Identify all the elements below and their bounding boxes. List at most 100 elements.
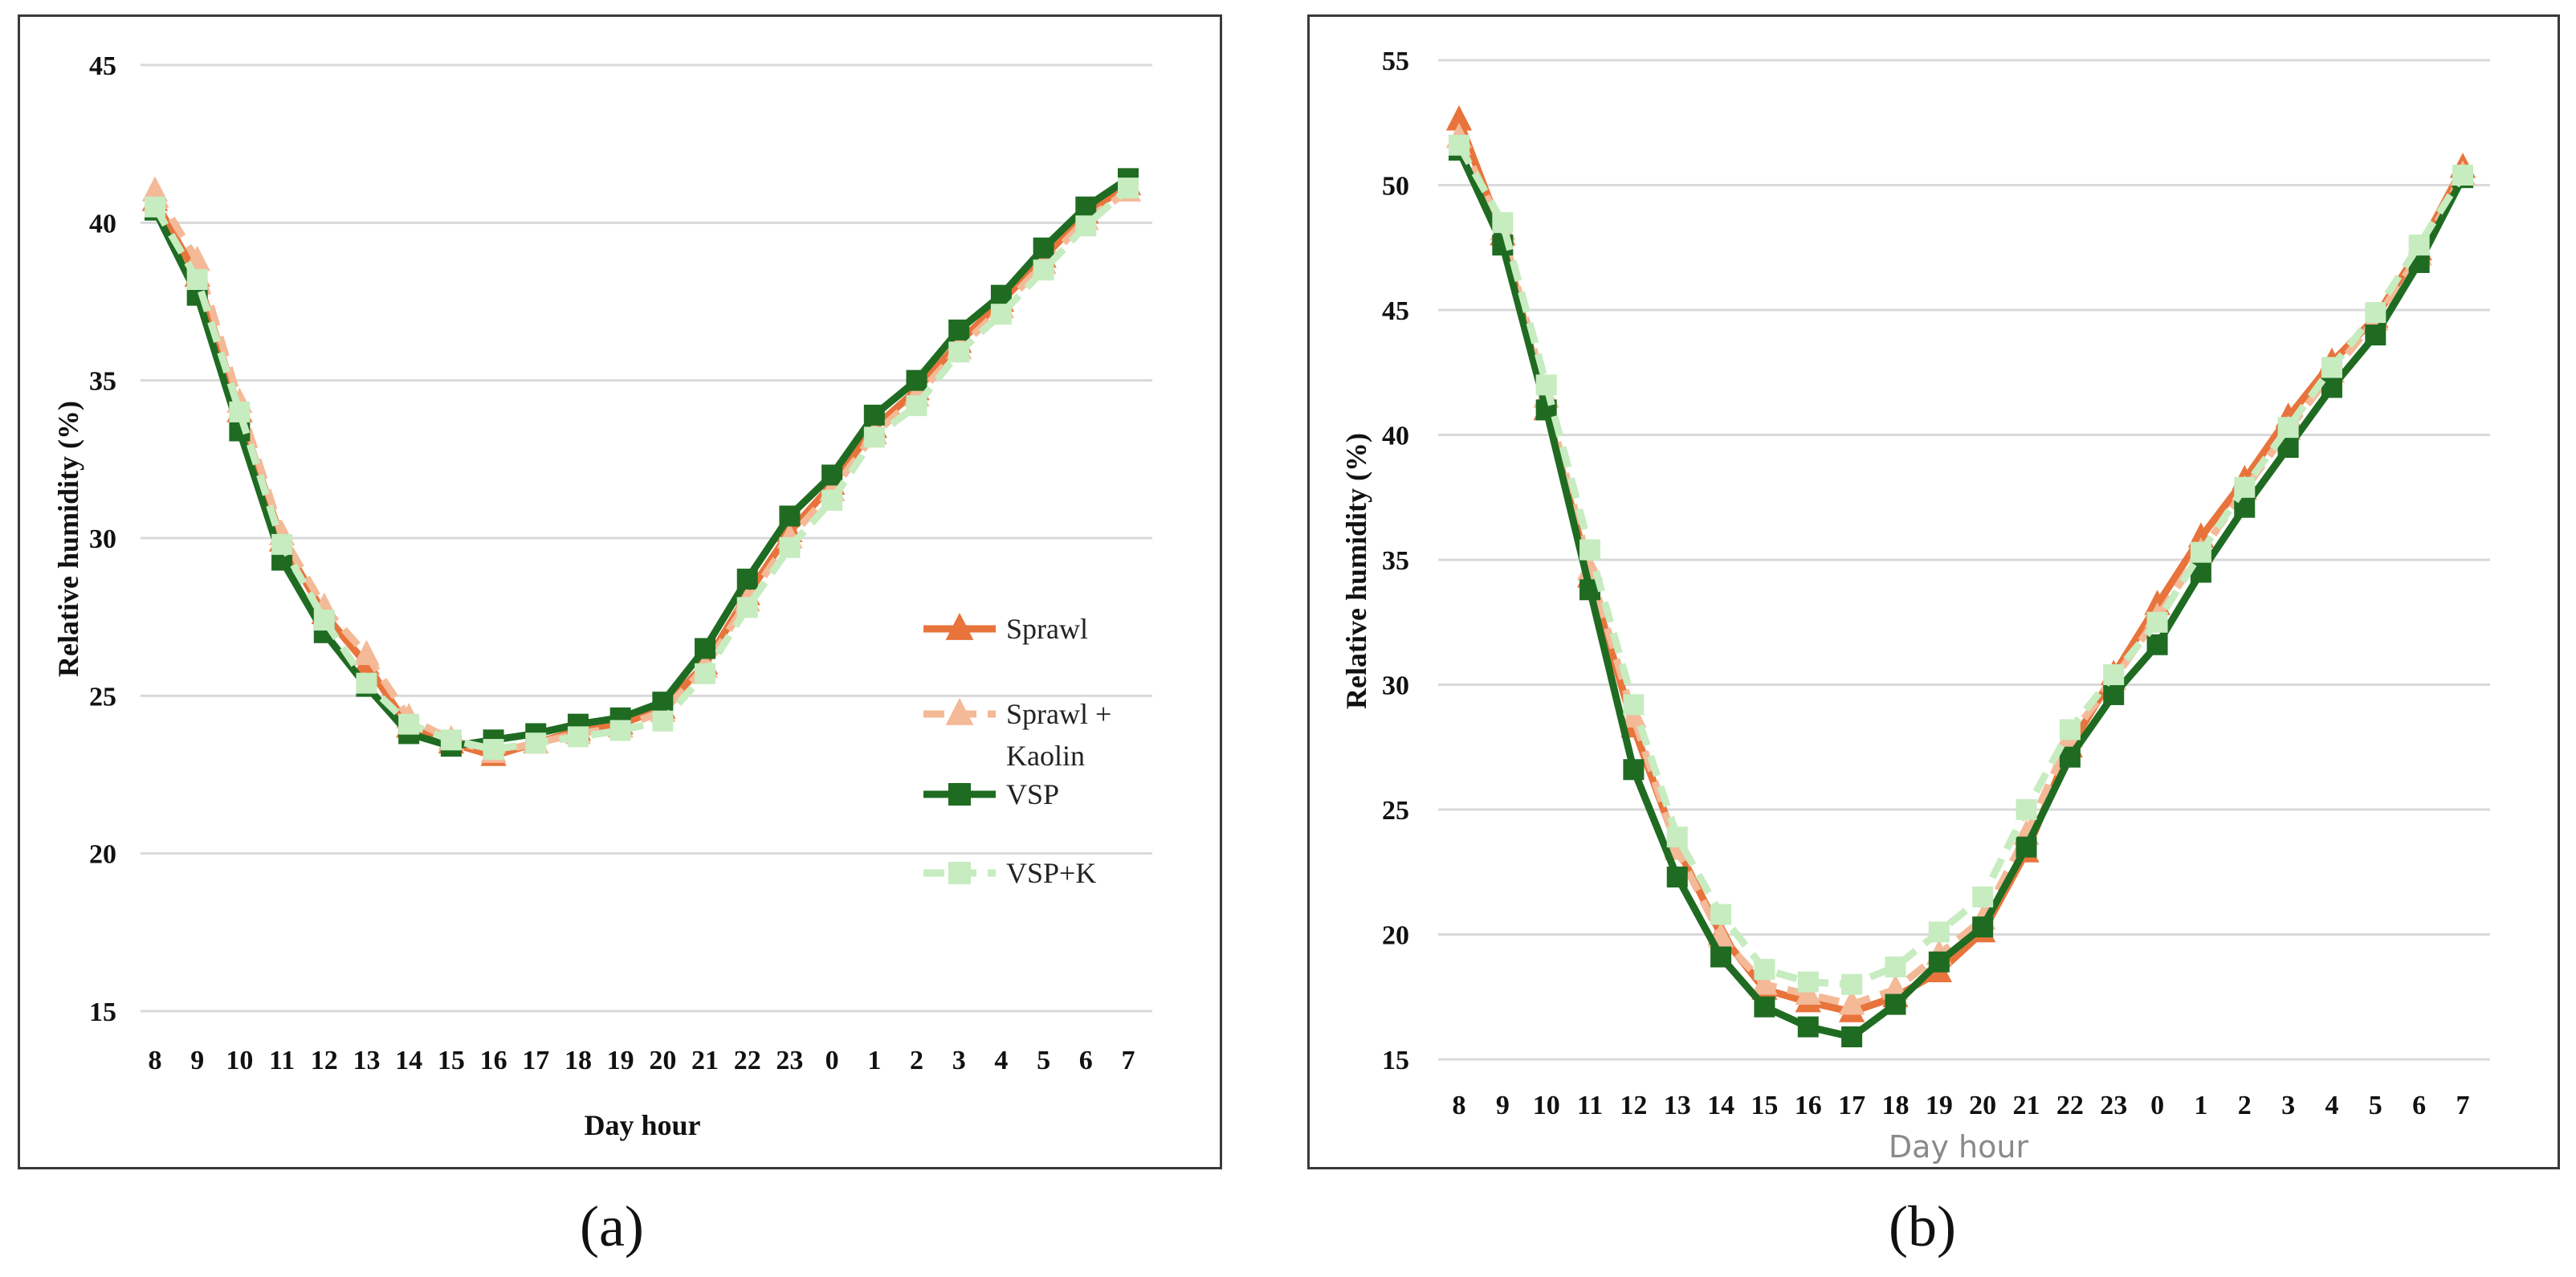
data-point-vsp_k [1118, 177, 1139, 199]
series-a-vsp [145, 168, 1139, 757]
y-tick-label: 15 [89, 998, 116, 1027]
legend-label: VSP+K [1006, 857, 1096, 889]
x-tick-label: 21 [691, 1046, 719, 1075]
x-tick-label: 20 [1969, 1091, 1996, 1120]
data-point-vsp_k [440, 729, 462, 751]
x-tick-label: 19 [607, 1046, 634, 1075]
x-tick-label: 4 [2325, 1091, 2338, 1120]
data-point-vsp_k [1972, 886, 1994, 908]
x-tick-label: 1 [2194, 1091, 2207, 1120]
data-point-vsp_k [2234, 476, 2256, 498]
legend-label: Sprawl + Kaolin [1006, 698, 1111, 772]
data-point-vsp_k [2321, 357, 2342, 378]
data-point-vsp [863, 404, 885, 426]
data-point-vsp [2059, 746, 2081, 768]
x-tick-label: 15 [438, 1046, 465, 1075]
x-tick-label: 2 [2238, 1091, 2252, 1120]
y-tick-label: 50 [1382, 172, 1409, 202]
data-point-vsp_k [398, 713, 420, 735]
x-tick-label: 14 [1707, 1091, 1734, 1120]
x-tick-label: 12 [1620, 1091, 1647, 1120]
y-tick-label: 55 [1382, 47, 1409, 76]
data-point-vsp_k [652, 710, 674, 732]
data-point-vsp [1075, 196, 1097, 218]
x-tick-label: 22 [2056, 1091, 2084, 1120]
x-tick-label: 10 [226, 1046, 253, 1075]
data-point-vsp [1666, 866, 1688, 887]
series-b-sprawl [1445, 105, 2476, 1022]
data-point-vsp_k [483, 739, 504, 761]
y-tick-label: 25 [1382, 796, 1409, 826]
x-axis-title: Day hour [1889, 1129, 2029, 1165]
x-tick-label: 13 [353, 1046, 380, 1075]
data-point-vsp_k [821, 489, 843, 511]
x-tick-label: 16 [1795, 1091, 1822, 1120]
data-point-vsp_k [2059, 719, 2081, 740]
data-point-vsp_k [1928, 921, 1950, 943]
y-tick-label: 45 [1382, 296, 1409, 326]
data-point-vsp [736, 569, 758, 590]
legend: Sprawl Sprawl + Kaolin VSP VSP+K [923, 612, 1111, 889]
series-line-vsp [1455, 149, 2467, 1041]
y-tick-label: 25 [89, 682, 116, 712]
data-point-vsp [1033, 237, 1054, 259]
x-tick-label: 10 [1533, 1091, 1560, 1120]
data-point-vsp_k [736, 597, 758, 618]
x-tick-label: 22 [734, 1046, 761, 1075]
data-point-vsp [1841, 1026, 1863, 1048]
x-tick-label: 8 [149, 1046, 162, 1075]
x-tick-label: 11 [269, 1046, 295, 1075]
data-point-vsp_k [1885, 956, 1906, 977]
data-point-vsp_k [1033, 259, 1054, 281]
x-tick-label: 2 [910, 1046, 923, 1075]
data-point-vsp_k [1449, 134, 1469, 156]
data-point-vsp [1928, 951, 1950, 973]
data-point-vsp_k [1841, 973, 1863, 995]
data-point-vsp_k [186, 269, 208, 291]
x-tick-label: 7 [2456, 1091, 2470, 1120]
y-tick-label: 40 [1382, 422, 1409, 451]
series-a-vsp_k [145, 177, 1139, 761]
data-point-vsp [652, 692, 674, 713]
x-tick-label: 0 [825, 1046, 839, 1075]
data-point-vsp [1797, 1016, 1819, 1038]
series-b-vsp_k [1449, 134, 2473, 995]
data-point-vsp_k [525, 732, 547, 754]
x-tick-label: 12 [311, 1046, 338, 1075]
y-tick-label: 15 [1382, 1046, 1409, 1075]
x-tick-label: 17 [522, 1046, 549, 1075]
x-tick-label: 23 [776, 1046, 803, 1075]
data-point-vsp [1885, 993, 1906, 1015]
legend-swatch-marker [945, 697, 974, 725]
data-point-vsp_k [1075, 215, 1097, 237]
data-point-vsp [2321, 377, 2342, 398]
y-tick-label: 30 [1382, 671, 1409, 701]
data-point-vsp [2365, 324, 2386, 346]
data-point-sprawl_kaolin [141, 176, 169, 202]
y-tick-label: 35 [1382, 546, 1409, 576]
data-point-vsp [2016, 836, 2037, 858]
data-point-vsp_k [2365, 302, 2386, 324]
x-tick-label: 23 [2100, 1091, 2127, 1120]
chart-panel-a: 15 20 25 30 35 40 45 8 9 10 11 12 13 14 15 16 17 18 19 20 21… [18, 14, 1222, 1169]
series-line-sprawl_kaolin [152, 188, 1131, 757]
data-point-vsp_k [2190, 541, 2211, 563]
data-point-vsp [779, 505, 801, 527]
caption-a: (a) [580, 1194, 644, 1259]
data-point-sprawl_kaolin [353, 639, 380, 666]
x-tick-label: 15 [1751, 1091, 1778, 1120]
x-tick-label: 6 [1079, 1046, 1093, 1075]
chart-panel-b: 15 20 25 30 35 40 45 50 55 8 9 10 11 12 13 14 15 16 17 18 19… [1307, 14, 2560, 1169]
data-point-vsp_k [229, 401, 251, 422]
data-point-vsp_k [906, 395, 927, 417]
series-line-sprawl_kaolin [1455, 136, 2466, 1009]
x-tick-label: 13 [1664, 1091, 1691, 1120]
x-tick-label: 17 [1838, 1091, 1865, 1120]
data-point-vsp_k [271, 533, 293, 555]
x-tick-label: 3 [952, 1046, 966, 1075]
series-a-sprawl_kaolin [141, 176, 1142, 763]
data-point-vsp_k [2016, 799, 2037, 820]
y-tick-label: 20 [1382, 921, 1409, 951]
data-point-vsp_k [145, 196, 165, 218]
